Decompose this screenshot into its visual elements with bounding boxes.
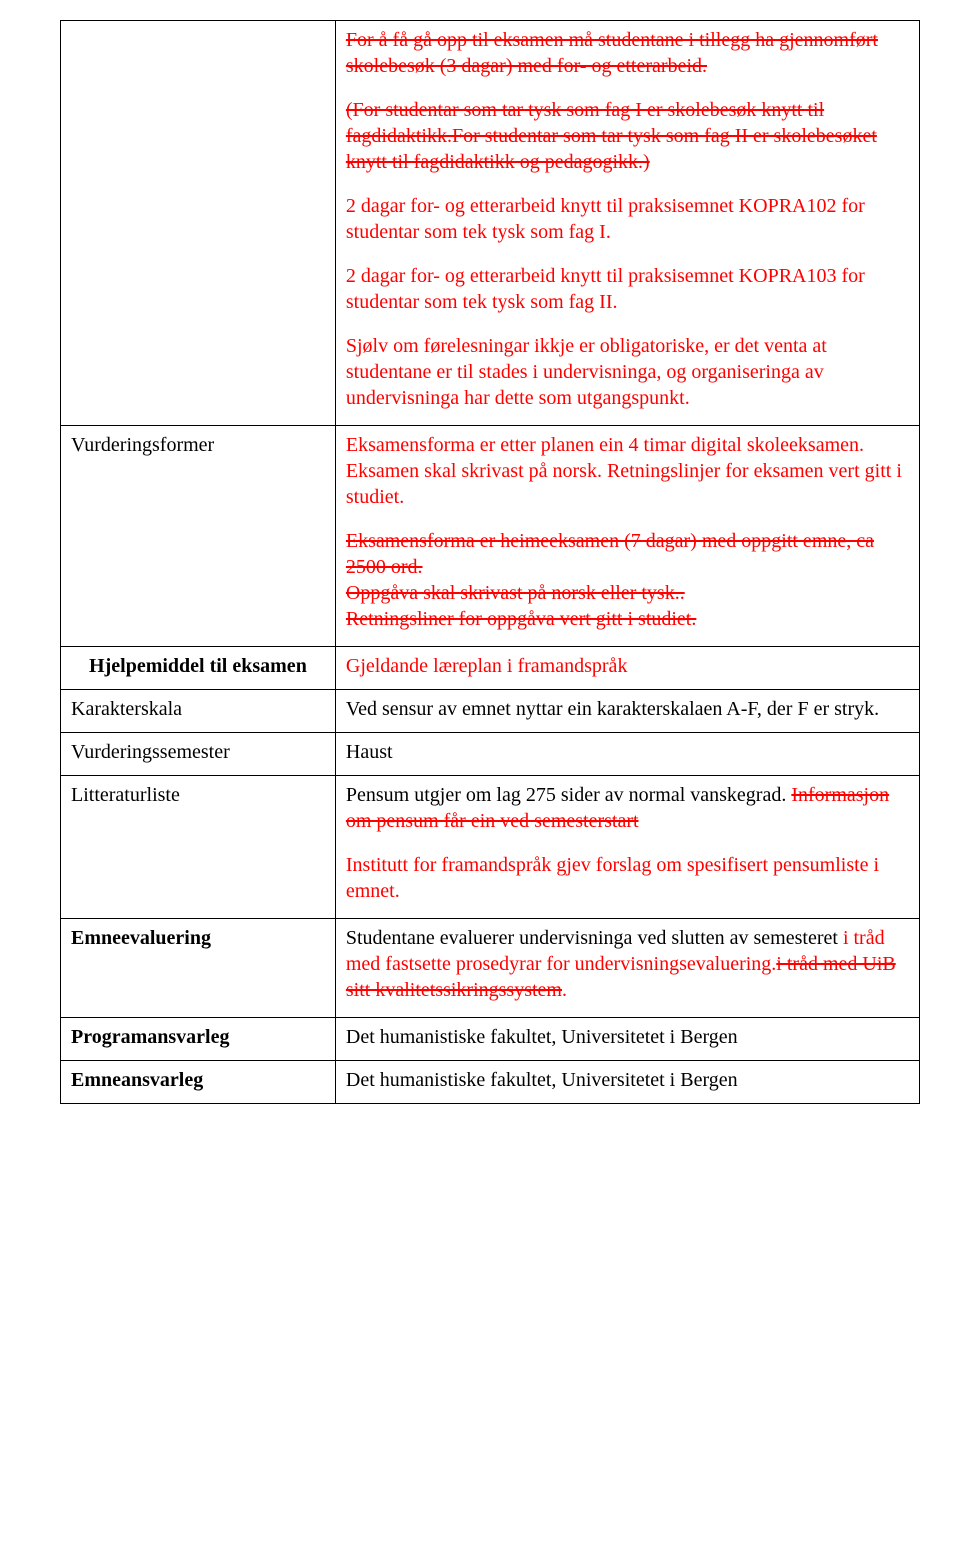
table-row: Programansvarleg Det humanistiske fakult… xyxy=(61,1018,920,1061)
inserted-text: . xyxy=(562,979,567,1001)
row-label-programansvarleg: Programansvarleg xyxy=(61,1018,336,1061)
document-page: For å få gå opp til eksamen må studentan… xyxy=(0,0,960,1144)
row-content-karakterskala: Ved sensur av emnet nyttar ein karakters… xyxy=(335,690,919,733)
inserted-text: 2 dagar for- og etterarbeid knytt til pr… xyxy=(346,265,865,313)
row-label-vurderingsformer: Vurderingsformer xyxy=(61,426,336,647)
row-content-hjelpemiddel: Gjeldande læreplan i framandspråk xyxy=(335,647,919,690)
row-content-vurderingsformer: Eksamensforma er etter planen ein 4 tima… xyxy=(335,426,919,647)
deleted-text: For å få gå opp til eksamen må studentan… xyxy=(346,29,878,77)
table-row: Karakterskala Ved sensur av emnet nyttar… xyxy=(61,690,920,733)
row-content-intro: For å få gå opp til eksamen må studentan… xyxy=(335,21,919,426)
row-content-vurderingssemester: Haust xyxy=(335,733,919,776)
inserted-text: Eksamensforma er etter planen ein 4 tima… xyxy=(346,434,902,508)
plain-text: Det humanistiske fakultet, Universitetet… xyxy=(346,1026,738,1048)
table-row: Vurderingssemester Haust xyxy=(61,733,920,776)
plain-text: Pensum utgjer om lag 275 sider av normal… xyxy=(346,784,791,806)
row-content-emneevaluering: Studentane evaluerer undervisninga ved s… xyxy=(335,919,919,1018)
row-label-emneevaluering: Emneevaluering xyxy=(61,919,336,1018)
inserted-text: Gjeldande læreplan i framandspråk xyxy=(346,655,628,677)
plain-text: Studentane evaluerer undervisninga ved s… xyxy=(346,927,843,949)
table-row: For å få gå opp til eksamen må studentan… xyxy=(61,21,920,426)
deleted-text: Retningsliner for oppgåva vert gitt i st… xyxy=(346,606,909,632)
table-row: Hjelpemiddel til eksamen Gjeldande lærep… xyxy=(61,647,920,690)
row-label-litteraturliste: Litteraturliste xyxy=(61,776,336,919)
course-table: For å få gå opp til eksamen må studentan… xyxy=(60,20,920,1104)
deleted-text: Eksamensforma er heimeeksamen (7 dagar) … xyxy=(346,528,909,580)
row-label-empty xyxy=(61,21,336,426)
row-content-emneansvarleg: Det humanistiske fakultet, Universitetet… xyxy=(335,1061,919,1104)
plain-text: Ved sensur av emnet nyttar ein karakters… xyxy=(346,698,879,720)
inserted-text: Sjølv om førelesningar ikkje er obligato… xyxy=(346,335,827,409)
table-row: Vurderingsformer Eksamensforma er etter … xyxy=(61,426,920,647)
row-label-emneansvarleg: Emneansvarleg xyxy=(61,1061,336,1104)
table-row: Litteraturliste Pensum utgjer om lag 275… xyxy=(61,776,920,919)
table-row: Emneansvarleg Det humanistiske fakultet,… xyxy=(61,1061,920,1104)
row-content-litteraturliste: Pensum utgjer om lag 275 sider av normal… xyxy=(335,776,919,919)
row-label-karakterskala: Karakterskala xyxy=(61,690,336,733)
plain-text: Haust xyxy=(346,741,393,763)
inserted-text: 2 dagar for- og etterarbeid knytt til pr… xyxy=(346,195,865,243)
deleted-text: Oppgåva skal skrivast på norsk eller tys… xyxy=(346,580,909,606)
inserted-text: Institutt for framandspråk gjev forslag … xyxy=(346,854,879,902)
plain-text: Det humanistiske fakultet, Universitetet… xyxy=(346,1069,738,1091)
row-label-hjelpemiddel: Hjelpemiddel til eksamen xyxy=(61,647,336,690)
row-label-vurderingssemester: Vurderingssemester xyxy=(61,733,336,776)
row-content-programansvarleg: Det humanistiske fakultet, Universitetet… xyxy=(335,1018,919,1061)
deleted-text: (For studentar som tar tysk som fag I er… xyxy=(346,99,877,173)
table-row: Emneevaluering Studentane evaluerer unde… xyxy=(61,919,920,1018)
